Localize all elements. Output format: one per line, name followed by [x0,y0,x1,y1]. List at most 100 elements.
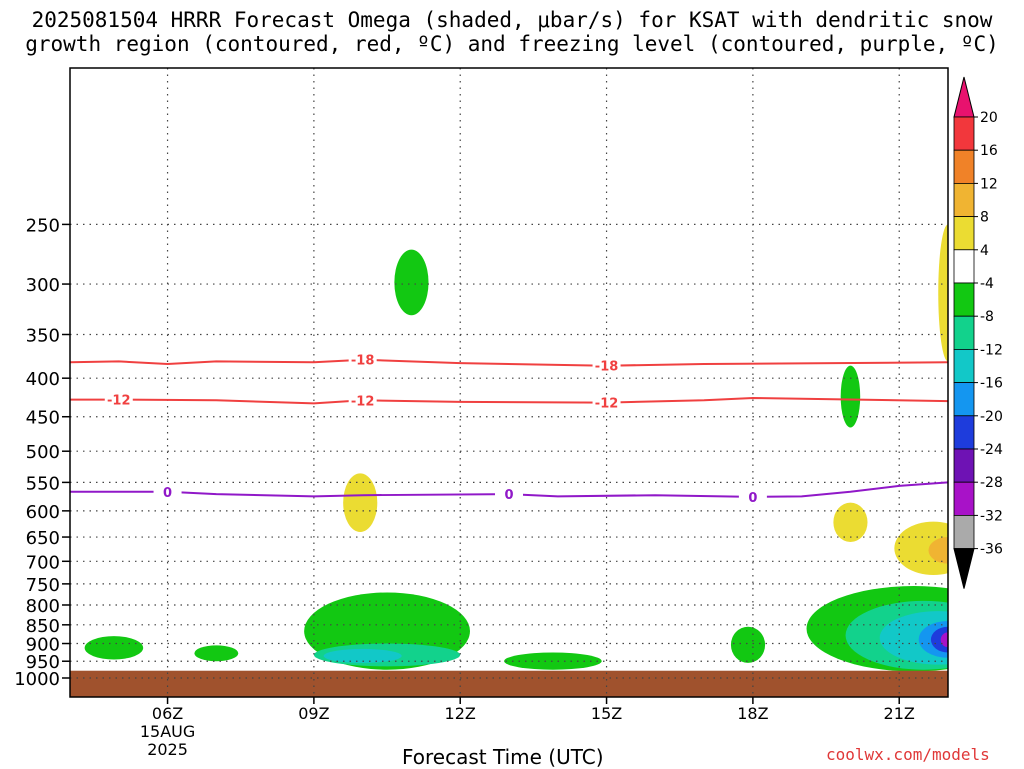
y-tick-label: 600 [26,502,60,523]
colorbar-label: -36 [980,542,1003,558]
grid-layer [70,68,948,697]
colorbar-label: -8 [980,309,994,325]
colorbar-label: -16 [980,376,1003,392]
omega-shading-layer [84,224,948,672]
terrain-fill [70,670,948,697]
contour-label: -12 [107,394,131,409]
y-tick-label: 950 [26,652,60,673]
colorbar-bin [953,515,975,550]
x-tick-label: 18Z [737,704,768,723]
contour-label-bg [495,486,523,503]
y-tick-label: 250 [26,215,60,236]
contour-label-bg [592,394,621,411]
omega-region-21 [940,632,948,648]
y-tick-label: 400 [26,369,60,390]
colorbar-bin [953,149,975,184]
contour-label-bg [153,483,182,500]
omega-region-2 [84,636,144,660]
colorbar-label: 20 [980,110,998,126]
colorbar: 20 16 12 8 4 -4 -8 -12 -16 -20 -24 -28 -32 -36 [953,76,1003,589]
colorbar-bin [953,182,975,217]
x-date-label: 15AUG [140,722,195,741]
colorbar-bin [953,216,975,251]
chart-title-line2: growth region (contoured, red, ºC) and f… [25,32,999,56]
contour-label: -18 [351,354,375,369]
omega-region-4 [504,652,602,670]
contour-label-bg [348,392,377,409]
credit-link[interactable]: coolwx.com/models [826,745,990,764]
colorbar-arrow-top [953,76,975,118]
colorbar-label: 12 [980,176,998,192]
colorbar-arrow-bottom [953,548,975,589]
x-tick-label: 12Z [445,704,476,723]
colorbar-bin [953,448,975,483]
colorbar-label: -28 [980,475,1003,491]
contour-label-bg [104,391,133,408]
omega-region-12 [938,224,948,362]
colorbar-label: 8 [980,210,989,226]
colorbar-bin [953,116,975,151]
colorbar-label: -32 [980,508,1003,524]
contour-line [70,396,949,405]
colorbar-label: -20 [980,409,1003,425]
omega-region-0 [394,249,429,316]
colorbar-label: -12 [980,342,1003,358]
omega-region-20 [930,626,948,653]
colorbar-bin [953,282,975,317]
omega-region-3 [194,645,239,662]
y-tick-label: 450 [26,408,60,429]
y-tick-label: 900 [26,635,60,656]
colorbar-bin [953,348,975,383]
omega-region-11 [928,537,948,564]
omega-region-7 [833,502,868,543]
omega-region-5 [730,626,766,663]
y-axis: 2503003504004505005506006507007508008509… [14,215,70,690]
x-tick-label: 21Z [884,704,915,723]
contour-layer: -18 -18 -12 -12 -12 0 0 0 [69,351,949,506]
y-tick-label: 650 [26,528,60,549]
colorbar-label: 4 [980,243,989,259]
y-tick-label: 750 [26,575,60,596]
colorbar-bin [953,315,975,350]
contour-label-bg [592,357,621,374]
x-tick-label: 09Z [298,704,329,723]
contour-label: -12 [595,397,619,412]
y-tick-label: 1000 [14,669,60,690]
chart-title: 2025081504 HRRR Forecast Omega (shaded, … [0,8,1024,56]
y-tick-label: 800 [26,596,60,617]
terrain-layer [70,670,948,697]
plot-frame [69,67,949,698]
colorbar-bin [953,481,975,516]
x-tick-label: 15Z [591,704,622,723]
x-tick-label: 06Z [152,704,183,723]
omega-region-1 [840,365,861,428]
y-tick-label: 500 [26,442,60,463]
y-tick-label: 700 [26,552,60,573]
contour-label: -18 [595,360,619,375]
colorbar-bin [953,382,975,417]
chart-title-line1: 2025081504 HRRR Forecast Omega (shaded, … [31,8,993,32]
x-date-label: 2025 [147,740,188,759]
y-tick-label: 300 [26,275,60,296]
colorbar-label: 16 [980,143,998,159]
colorbar-label: -24 [980,442,1003,458]
contour-label: -12 [351,394,375,409]
y-tick-label: 550 [26,473,60,494]
omega-region-15 [323,648,402,663]
colorbar-bin [953,249,975,284]
contour-line [70,481,949,498]
contour-label: 0 [504,488,513,503]
x-axis-title: Forecast Time (UTC) [402,745,604,769]
contour-label-bg [348,351,377,368]
contour-line [69,358,949,367]
y-tick-label: 850 [26,616,60,637]
y-tick-label: 350 [26,325,60,346]
omega-region-6 [343,473,378,532]
contour-label-bg [738,488,767,505]
contour-label: 0 [748,491,757,506]
colorbar-label: -4 [980,276,994,292]
colorbar-bin [953,415,975,450]
contour-label: 0 [163,486,172,501]
